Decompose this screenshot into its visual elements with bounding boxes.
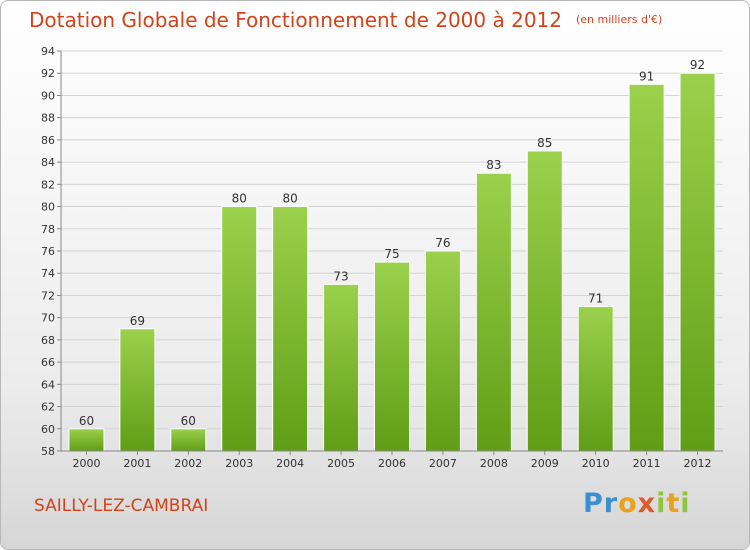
y-tick-label: 60: [41, 423, 55, 436]
x-tick-label: 2004: [276, 457, 304, 470]
y-tick-label: 84: [41, 156, 55, 169]
y-tick-label: 92: [41, 67, 55, 80]
x-tick-label: 2002: [174, 457, 202, 470]
bars: 60 69 60 80 80 73 75 76 83 85 71 91 92: [68, 58, 716, 452]
chart-unit-note: (en milliers d'€): [576, 13, 663, 26]
chart-title-text: Dotation Globale de Fonctionnement de 20…: [29, 8, 562, 32]
logo-part-3: x: [637, 488, 657, 519]
y-tick-label: 64: [41, 378, 55, 391]
x-tick-label: 2003: [225, 457, 253, 470]
data-label-2004: 80: [283, 192, 298, 206]
data-label-2003: 80: [232, 192, 247, 206]
y-tick-label: 94: [41, 45, 55, 58]
data-label-2000: 60: [79, 414, 94, 428]
data-label-2006: 75: [384, 247, 399, 261]
bar-2010: [577, 306, 614, 452]
logo-part-5: t: [666, 488, 681, 519]
data-label-2005: 73: [333, 269, 348, 283]
y-tick-label: 86: [41, 134, 55, 147]
data-label-2002: 60: [181, 414, 196, 428]
y-tick-label: 62: [41, 401, 55, 414]
y-tick-label: 82: [41, 178, 55, 191]
y-tick-label: 70: [41, 312, 55, 325]
x-tick-label: 2005: [327, 457, 355, 470]
chart-title: Dotation Globale de Fonctionnement de 20…: [29, 8, 662, 32]
data-label-2007: 76: [435, 236, 450, 250]
y-tick-label: 66: [41, 356, 55, 369]
proxiti-logo[interactable]: Proxiti: [583, 488, 691, 519]
x-tick-label: 2012: [684, 457, 712, 470]
x-tick-label: 2007: [429, 457, 457, 470]
y-tick-label: 68: [41, 334, 55, 347]
x-tick-label: 2009: [531, 457, 559, 470]
bar-2006: [374, 261, 410, 452]
bar-2009: [526, 150, 563, 452]
bar-2002: [170, 428, 207, 452]
x-tick-label: 2008: [480, 457, 508, 470]
y-tick-label: 90: [41, 89, 55, 102]
y-tick-label: 58: [41, 445, 55, 458]
logo-part-4: i: [656, 488, 667, 519]
y-tick-label: 76: [41, 245, 55, 258]
bar-2003: [221, 206, 258, 452]
data-label-2012: 92: [690, 58, 705, 72]
x-tick-label: 2000: [72, 457, 100, 470]
x-tick-label: 2006: [378, 457, 406, 470]
bar-2011: [628, 83, 665, 452]
logo-part-2: o: [618, 488, 638, 519]
y-tick-label: 72: [41, 289, 55, 302]
y-tick-label: 80: [41, 201, 55, 214]
bar-2008: [475, 172, 512, 452]
logo-part-6: i: [680, 488, 691, 519]
bar-2001: [119, 328, 156, 452]
logo-part-1: Pr: [583, 488, 619, 519]
data-label-2011: 91: [639, 69, 654, 83]
data-label-2001: 69: [130, 314, 145, 328]
y-tick-label: 74: [41, 267, 55, 280]
data-label-2009: 85: [537, 136, 552, 150]
data-label-2010: 71: [588, 292, 603, 306]
x-tick-label: 2011: [633, 457, 661, 470]
bar-2000: [68, 428, 105, 452]
commune-name: SAILLY-LEZ-CAMBRAI: [34, 496, 209, 516]
bar-2005: [323, 283, 360, 452]
y-tick-label: 78: [41, 223, 55, 236]
bar-2007: [424, 250, 461, 452]
bar-2004: [272, 206, 309, 452]
x-tick-label: 2001: [123, 457, 151, 470]
x-tick-label: 2010: [582, 457, 610, 470]
data-label-2008: 83: [486, 158, 501, 172]
y-tick-label: 88: [41, 112, 55, 125]
axes: 58 60 62 64 66 68 70 72 74 76 78 80 82 84 86 88 90 92 94 20…: [41, 45, 723, 470]
bar-2012: [679, 72, 716, 452]
